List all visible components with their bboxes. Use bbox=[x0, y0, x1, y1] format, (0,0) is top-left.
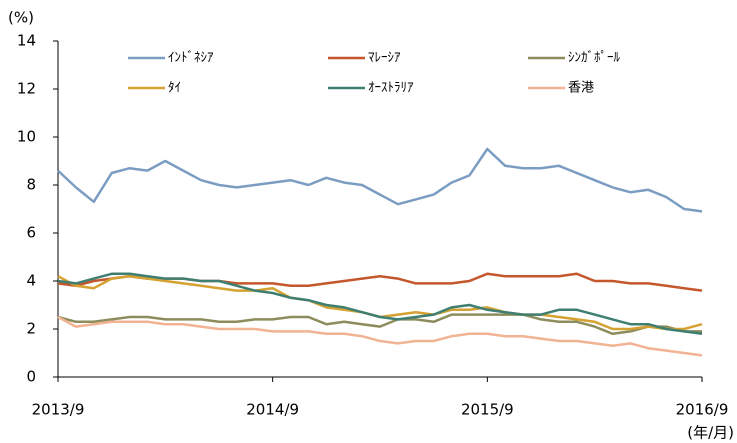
legend-label: 香港 bbox=[568, 81, 594, 96]
legend-label: ﾀｲ bbox=[168, 81, 181, 96]
series-line bbox=[57, 315, 703, 357]
legend-label: ｼﾝｶﾞﾎﾟｰﾙ bbox=[568, 51, 621, 66]
series-line bbox=[57, 313, 702, 336]
legend-label: ｵｰｽﾄﾗﾘｱ bbox=[368, 81, 414, 96]
x-tick-label: 2015/9 bbox=[461, 401, 514, 419]
legend-label: ｲﾝﾄﾞﾈｼｱ bbox=[168, 51, 214, 66]
y-tick-label: 12 bbox=[17, 80, 36, 98]
series-line bbox=[57, 147, 703, 213]
x-tick-label: 2013/9 bbox=[32, 401, 85, 419]
series-line bbox=[57, 274, 703, 331]
x-tick-label: 2016/9 bbox=[676, 401, 729, 419]
y-tick-label: 8 bbox=[26, 176, 36, 194]
y-axis-label: (%) bbox=[8, 9, 34, 27]
y-tick-label: 2 bbox=[26, 320, 36, 338]
y-tick-label: 14 bbox=[17, 32, 36, 50]
y-tick-label: 10 bbox=[17, 128, 36, 146]
legend-label: ﾏﾚｰｼｱ bbox=[368, 51, 401, 66]
y-tick-label: 4 bbox=[26, 272, 36, 290]
y-tick-label: 6 bbox=[26, 224, 36, 242]
x-tick-label: 2014/9 bbox=[246, 401, 299, 419]
x-axis-label: (年/月) bbox=[687, 424, 734, 442]
y-tick-label: 0 bbox=[26, 368, 36, 386]
series-line bbox=[57, 272, 703, 336]
